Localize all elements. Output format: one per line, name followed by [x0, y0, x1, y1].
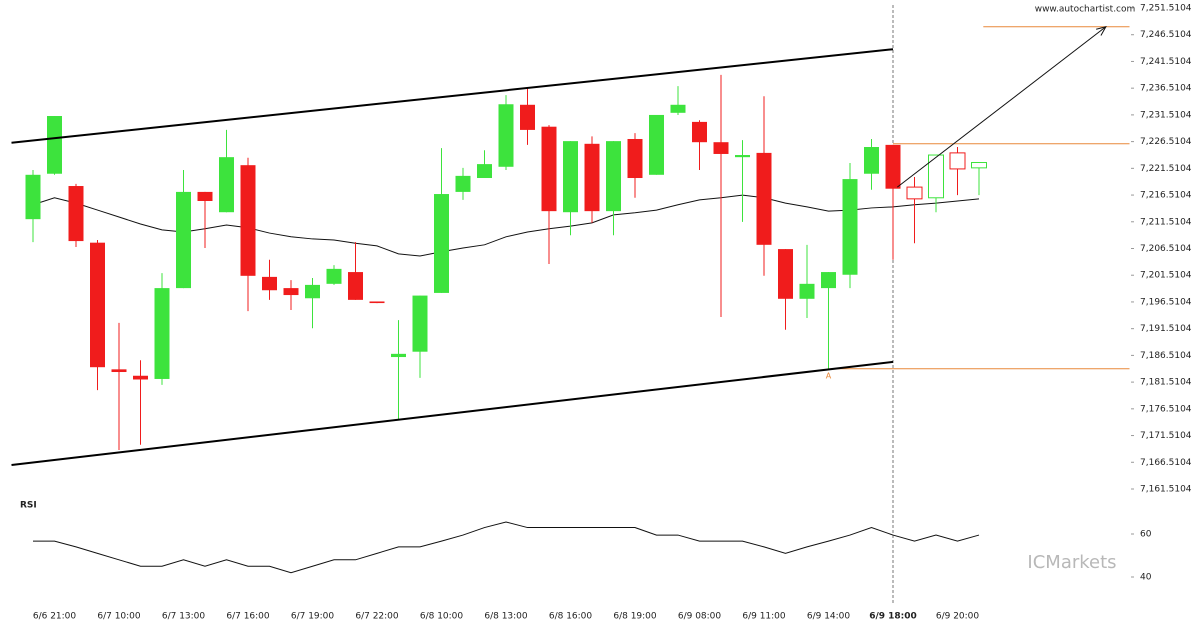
candle-body [756, 152, 772, 245]
candle-body [520, 104, 535, 130]
candle-body [25, 174, 41, 220]
y-tick-label: 7,231.5104 [1140, 110, 1192, 120]
candle-body [262, 276, 277, 291]
arrow-head [1096, 25, 1107, 36]
candle-body [305, 284, 320, 299]
candle-body [563, 141, 578, 213]
x-tick-label: 6/7 13:00 [162, 612, 206, 622]
candle-body [455, 175, 471, 192]
candle-body [842, 179, 858, 275]
x-tick-label: 6/9 14:00 [807, 612, 851, 622]
candle-body [778, 249, 793, 299]
candle-body [606, 141, 621, 212]
candle-body [68, 186, 84, 242]
y-tick-label: 7,191.5104 [1140, 324, 1192, 334]
candle-body [713, 142, 729, 154]
candle-body [369, 301, 385, 304]
moving-average [32, 194, 980, 257]
candle-body [348, 272, 363, 300]
y-tick-label: 7,236.5104 [1140, 84, 1192, 94]
channel-line [11, 48, 894, 144]
x-tick-label: 6/7 10:00 [97, 612, 141, 622]
x-tick-label: 6/9 20:00 [936, 612, 980, 622]
y-tick-label: 7,226.5104 [1140, 137, 1192, 147]
candle-body [197, 191, 213, 201]
candle-body [799, 283, 815, 299]
channel-line [11, 360, 894, 466]
x-tick-label: 6/8 13:00 [484, 612, 528, 622]
y-tick-label: 7,186.5104 [1140, 351, 1192, 361]
x-tick-label: 6/9 08:00 [678, 612, 722, 622]
rsi-tick-label: 40 [1140, 573, 1152, 583]
x-tick-label: 6/8 19:00 [613, 612, 657, 622]
x-tick-label: 6/7 22:00 [355, 612, 399, 622]
candle-body [928, 154, 944, 199]
candle-body [670, 104, 686, 113]
candle-body [283, 288, 299, 296]
candle-body [154, 288, 170, 379]
candle-body [949, 152, 966, 170]
candle-body [541, 126, 557, 212]
brand-logo: ICMarkets [1027, 552, 1116, 573]
candle-body [692, 121, 707, 143]
candle-body [627, 138, 643, 179]
y-tick-label: 7,246.5104 [1140, 30, 1192, 40]
candle-body [391, 353, 406, 358]
candle-body [584, 143, 600, 212]
candle-body [906, 186, 923, 200]
rsi-line [33, 521, 980, 574]
rsi-label: RSI [20, 501, 37, 511]
y-tick-label: 7,171.5104 [1140, 431, 1192, 441]
candle-body [477, 164, 492, 179]
candle-body [326, 268, 342, 284]
pattern-point-label: A [826, 371, 832, 380]
x-tick-label: 6/7 19:00 [291, 612, 335, 622]
candle-body [240, 165, 256, 276]
candle-body [498, 104, 514, 167]
candle-body [434, 194, 449, 293]
y-tick-label: 7,161.5104 [1140, 485, 1192, 495]
candle-body [864, 147, 879, 174]
candle-body [735, 155, 750, 158]
y-tick-label: 7,221.5104 [1140, 164, 1192, 174]
candle-body [133, 375, 148, 380]
x-tick-label: 6/9 18:00 [869, 612, 917, 622]
y-tick-label: 7,166.5104 [1140, 458, 1192, 468]
candle-body [111, 369, 127, 373]
candle-body [649, 114, 664, 175]
forecast-arrow [896, 26, 1107, 188]
x-tick-label: 6/6 21:00 [33, 612, 77, 622]
candle-body [412, 295, 428, 352]
y-tick-label: 7,201.5104 [1140, 271, 1192, 281]
candle-body [47, 116, 62, 174]
y-tick-label: 7,206.5104 [1140, 244, 1192, 254]
y-tick-label: 7,211.5104 [1140, 217, 1192, 227]
y-tick-label: 7,241.5104 [1140, 57, 1192, 67]
candle-body [821, 272, 836, 289]
y-tick-label: 7,216.5104 [1140, 191, 1192, 201]
candle-body [219, 157, 234, 213]
candle-body [971, 162, 987, 169]
y-tick-label: 7,181.5104 [1140, 378, 1192, 388]
x-tick-label: 6/7 16:00 [226, 612, 270, 622]
y-tick-label: 7,251.5104 [1140, 4, 1192, 14]
x-tick-label: 6/9 11:00 [742, 612, 786, 622]
rsi-tick-label: 60 [1140, 530, 1152, 540]
x-tick-label: 6/8 10:00 [420, 612, 464, 622]
candle-body [176, 191, 191, 289]
x-tick-label: 6/8 16:00 [549, 612, 593, 622]
candle-body [885, 144, 901, 189]
watermark: www.autochartist.com [1035, 5, 1136, 15]
candle-body [90, 242, 105, 368]
y-tick-label: 7,176.5104 [1140, 404, 1192, 414]
y-tick-label: 7,196.5104 [1140, 297, 1192, 307]
